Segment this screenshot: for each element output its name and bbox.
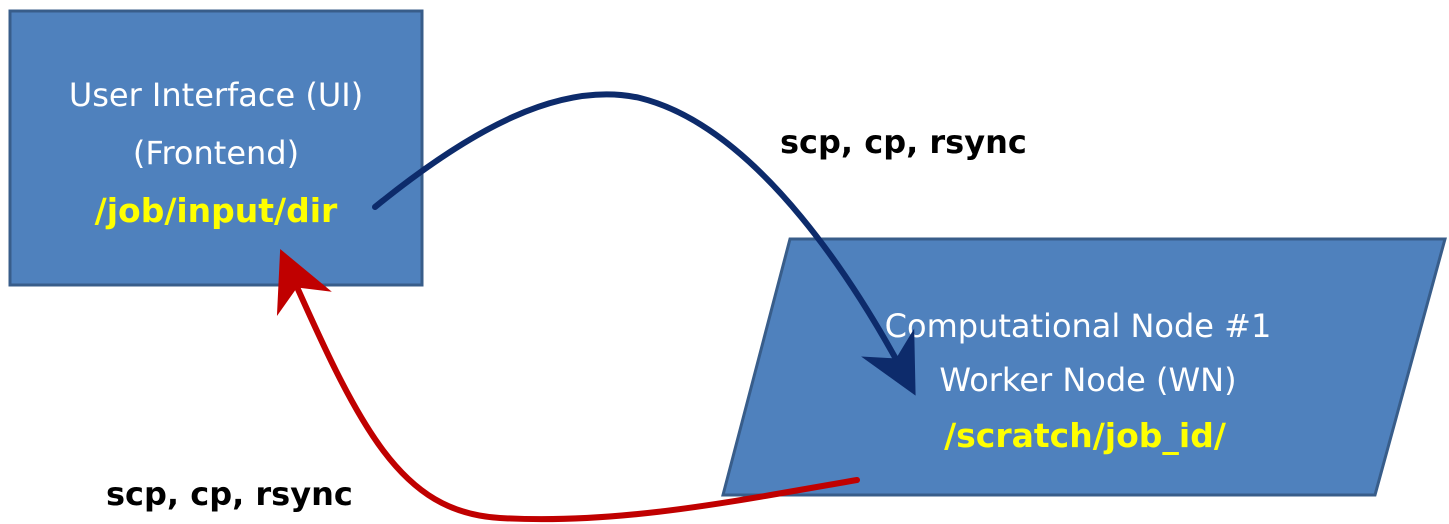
download-arrow-label: scp, cp, rsync (106, 475, 353, 513)
worker-node-path: /scratch/job_id/ (944, 416, 1227, 455)
ui-node-subtitle: (Frontend) (133, 134, 299, 172)
worker-node-shape (721, 237, 1447, 497)
worker-node-title: Computational Node #1 (885, 307, 1272, 345)
ui-node-box (8, 9, 424, 287)
download-arrow (276, 249, 860, 523)
upload-arrow (372, 91, 916, 396)
worker-node-subtitle: Worker Node (WN) (939, 361, 1236, 399)
ui-node-title: User Interface (UI) (69, 76, 363, 114)
ui-node-path: /job/input/dir (95, 191, 338, 230)
upload-arrow-label: scp, cp, rsync (780, 123, 1027, 161)
worker-node: Computational Node #1 Worker Node (WN) /… (721, 237, 1447, 497)
ui-node: User Interface (UI) (Frontend) /job/inpu… (8, 9, 424, 287)
